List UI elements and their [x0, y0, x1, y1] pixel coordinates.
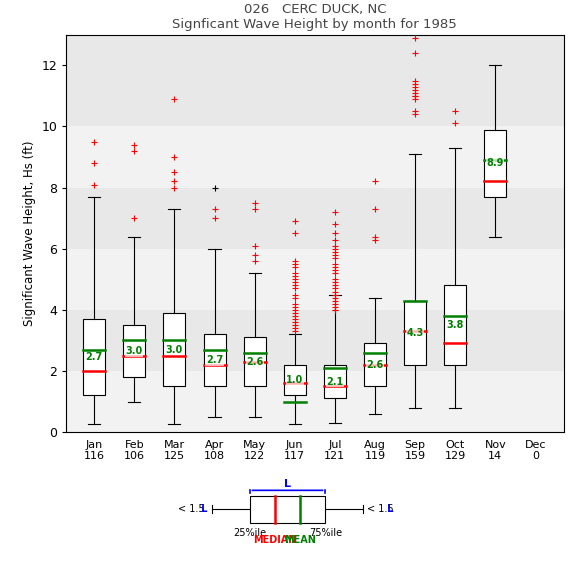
- Text: 8.9: 8.9: [486, 158, 504, 168]
- Text: 2.7: 2.7: [206, 356, 223, 365]
- Bar: [66, 310, 564, 371]
- Text: L: L: [181, 505, 208, 514]
- Text: 2.6: 2.6: [366, 360, 384, 370]
- Bar: [404, 300, 426, 365]
- Text: 1.0: 1.0: [286, 375, 304, 385]
- Text: 2.7: 2.7: [86, 352, 103, 362]
- Text: 25%ile: 25%ile: [233, 528, 266, 538]
- Bar: [66, 187, 564, 249]
- Y-axis label: Significant Wave Height, Hs (ft): Significant Wave Height, Hs (ft): [22, 141, 36, 326]
- Bar: [484, 129, 507, 197]
- Bar: [204, 334, 225, 386]
- Text: 3.8: 3.8: [447, 320, 464, 330]
- Bar: [66, 126, 564, 187]
- Bar: [324, 365, 346, 398]
- Text: 4.3: 4.3: [407, 328, 424, 338]
- Bar: [163, 313, 186, 386]
- Text: < 1.5: < 1.5: [367, 505, 397, 514]
- Text: 2.1: 2.1: [326, 376, 343, 387]
- Text: MEDIAN: MEDIAN: [253, 535, 297, 545]
- Bar: [244, 338, 266, 386]
- Text: 75%ile: 75%ile: [309, 528, 342, 538]
- Text: L: L: [367, 505, 394, 514]
- Text: 2.6: 2.6: [246, 357, 263, 367]
- Bar: [364, 343, 386, 386]
- Text: < 1.5: < 1.5: [178, 505, 208, 514]
- Bar: [66, 249, 564, 310]
- Bar: [66, 371, 564, 432]
- Bar: [66, 35, 564, 66]
- Bar: [444, 285, 466, 365]
- Text: 3.0: 3.0: [166, 345, 183, 354]
- Text: 3.0: 3.0: [126, 346, 143, 356]
- Bar: [66, 66, 564, 126]
- Bar: [83, 319, 105, 396]
- Bar: [250, 496, 325, 523]
- Text: MEAN: MEAN: [284, 535, 316, 545]
- Text: L: L: [284, 479, 291, 490]
- Title: 026   CERC DUCK, NC
Signficant Wave Height by month for 1985: 026 CERC DUCK, NC Signficant Wave Height…: [172, 3, 457, 31]
- Bar: [283, 365, 306, 396]
- Bar: [123, 325, 145, 377]
